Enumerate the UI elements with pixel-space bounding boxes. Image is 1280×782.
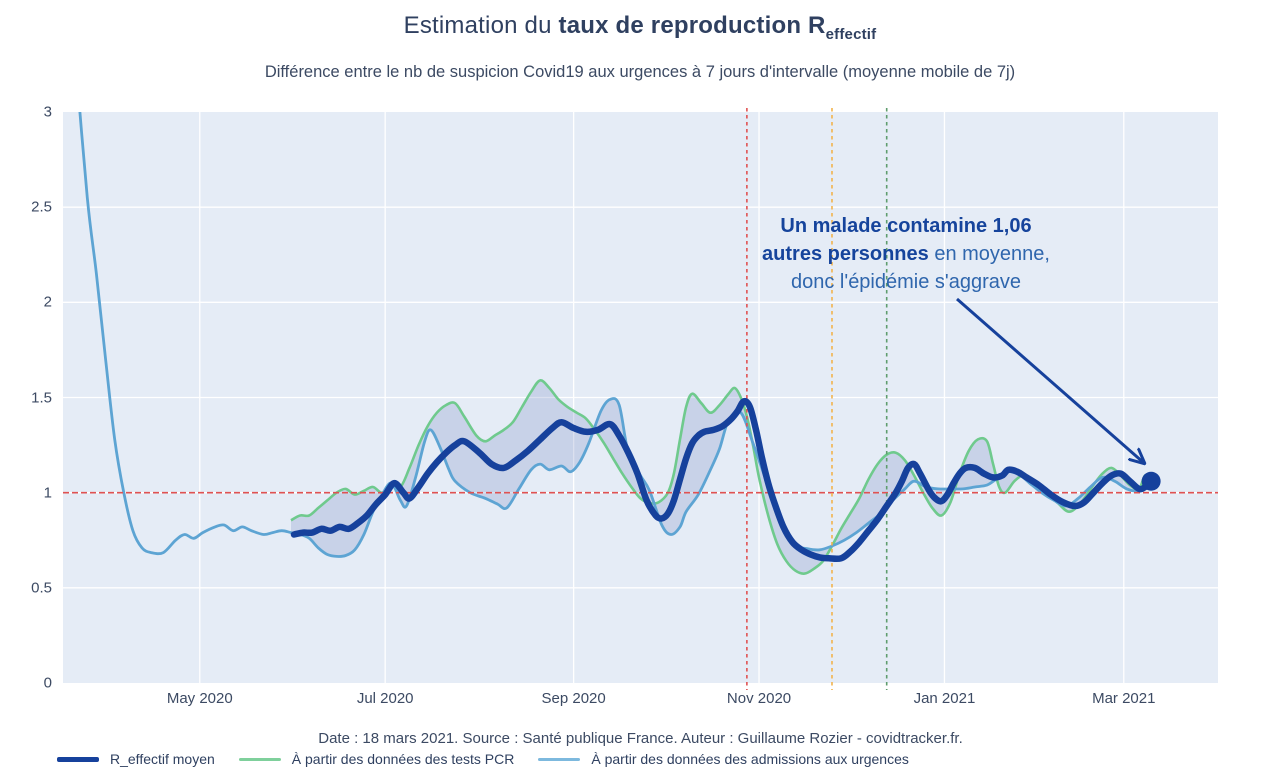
title-subscript: effectif [825,25,877,43]
legend-swatch [57,756,99,762]
annotation-bold-2: autres personnes [762,243,929,265]
y-tick-label: 1 [43,484,52,502]
annotation-arrow [956,297,1143,462]
legend-label: R_effectif moyen [110,751,215,767]
x-tick-label: Sep 2020 [541,690,606,707]
legend-swatch [238,757,281,761]
x-tick-label: Nov 2020 [726,690,792,707]
y-tick-label: 2 [43,293,52,311]
chart-title: Estimation du taux de reproduction Reffe… [0,12,1280,43]
legend-item-2[interactable]: À partir des données des admissions aux … [538,751,909,767]
x-tick-label: Mar 2021 [1092,690,1156,707]
x-tick-label: Jan 2021 [913,690,976,707]
title-bold: taux de reproduction R [558,12,826,39]
chart-subtitle: Différence entre le nb de suspicion Covi… [264,63,1016,81]
x-tick-label: Jul 2020 [356,690,414,707]
series-line-r-effectif [290,397,1155,563]
y-tick-label: 0 [43,674,52,692]
annotation-regular-2: en moyenne, [928,243,1050,265]
y-tick-label: 2.5 [31,198,52,216]
legend-label: À partir des données des admissions aux … [591,751,909,767]
series-line-urgences [78,112,1153,558]
x-tick-label: May 2020 [166,690,233,707]
source-caption: Date : 18 mars 2021. Source : Santé publ… [318,730,963,747]
legend: R_effectif moyen À partir des données des… [57,751,909,767]
annotation-bold-1: Un malade contamine 1,06 [780,215,1032,237]
y-tick-label: 1.5 [31,389,52,406]
legend-item-1[interactable]: À partir des données des tests PCR [238,751,515,767]
latest-point-marker [1141,471,1161,491]
series-line-pcr [290,379,1153,575]
legend-item-0[interactable]: R_effectif moyen [57,751,215,767]
y-tick-label: 3 [43,103,52,121]
legend-swatch [538,757,581,761]
legend-label: À partir des données des tests PCR [291,751,515,767]
annotation: Un malade contamine 1,06 autres personne… [715,212,1097,296]
title-prefix: Estimation du [403,12,559,39]
y-tick-label: 0.5 [31,579,52,597]
annotation-line-3: donc l'épidémie s'aggrave [791,271,1021,293]
